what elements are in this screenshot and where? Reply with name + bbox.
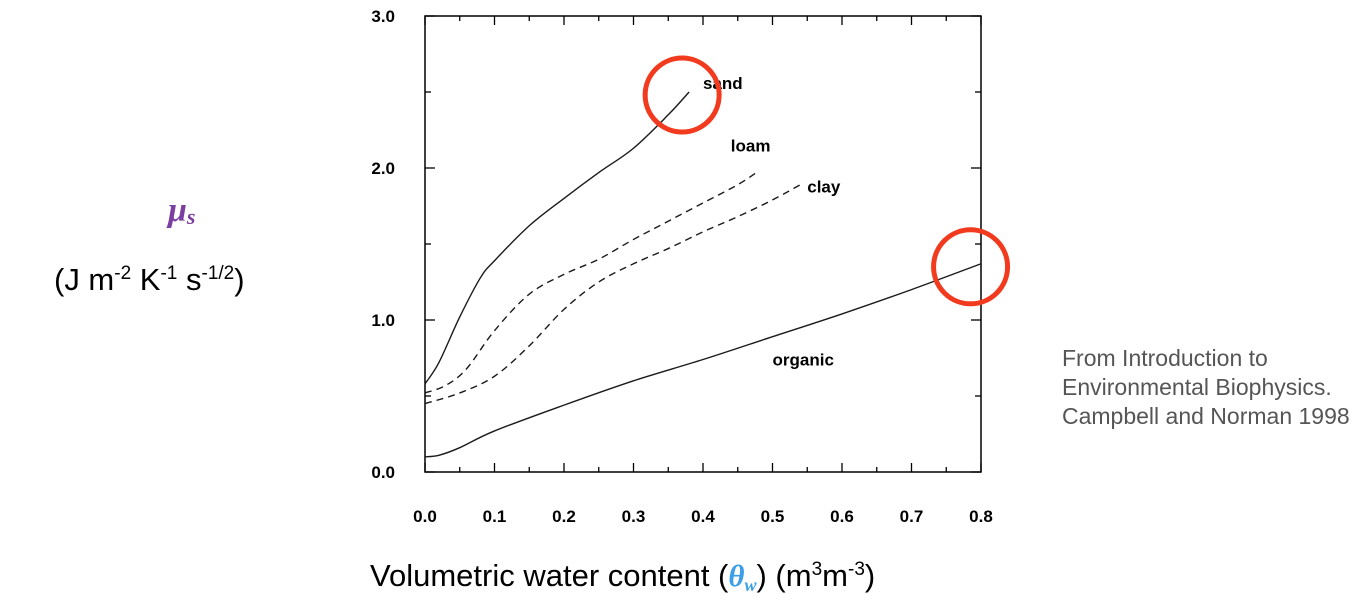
series-label-loam: loam <box>731 136 771 155</box>
x-tick-label: 0.1 <box>483 507 507 526</box>
y-tick-label: 0.0 <box>371 463 395 482</box>
series-label-clay: clay <box>807 177 841 196</box>
axis-ticks <box>424 15 982 473</box>
highlight-circles <box>642 55 1011 307</box>
x-tick-label: 0.8 <box>969 507 993 526</box>
y-tick-label: 2.0 <box>371 159 395 178</box>
series-line-sand <box>424 91 690 385</box>
x-tick-label: 0.7 <box>900 507 924 526</box>
x-tick-label: 0.2 <box>552 507 576 526</box>
series-labels: sand loam clay organic <box>703 74 841 370</box>
series-line-clay <box>424 184 801 405</box>
highlight-circle-organic-endpoint <box>931 227 1011 307</box>
tick-labels: 0.0 0.1 0.2 0.3 0.4 0.5 0.6 0.7 0.8 0.0 1.0 2.0 3.0 <box>371 7 992 526</box>
series-label-organic: organic <box>773 351 834 370</box>
series-line-organic <box>424 263 982 458</box>
x-tick-label: 0.5 <box>761 507 785 526</box>
x-tick-label: 0.4 <box>691 507 715 526</box>
y-tick-label: 3.0 <box>371 7 395 26</box>
y-axis-symbol: μs <box>168 192 196 229</box>
x-tick-label: 0.6 <box>830 507 854 526</box>
x-tick-label: 0.0 <box>413 507 437 526</box>
x-tick-label: 0.3 <box>622 507 646 526</box>
series-label-sand: sand <box>703 74 743 93</box>
x-axis-label: Volumetric water content (θw) (m3m-3) <box>370 558 876 595</box>
y-axis-units: (J m-2 K-1 s-1/2) <box>54 262 245 297</box>
source-citation: From Introduction to Environmental Bioph… <box>1062 345 1350 429</box>
y-tick-label: 1.0 <box>371 311 395 330</box>
series-group <box>424 91 982 458</box>
series-line-loam <box>424 170 759 394</box>
highlight-circle-sand-endpoint <box>642 55 722 135</box>
